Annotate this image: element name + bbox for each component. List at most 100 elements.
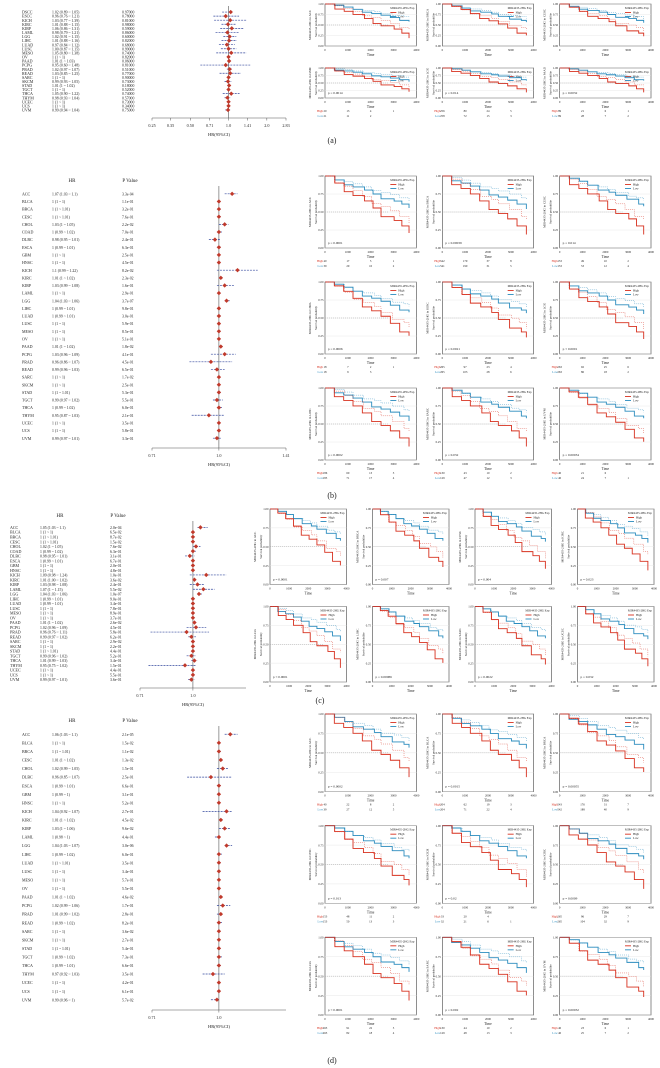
km-risk-high: 40: [324, 803, 328, 807]
km-plot: 0.00 0.25 0.50 0.75 1.00 0 1000 2000 3000 4000 MIR…: [425, 712, 537, 811]
km-y-tick-label: 1.00: [436, 712, 442, 716]
forest-row-name: LGG: [22, 843, 30, 848]
km-risk-high: 44: [464, 1026, 468, 1030]
forest-hr-point: [190, 558, 196, 563]
km-y-axis-label: MIR4435-2HG in ACC: [308, 738, 312, 768]
km-y-tick-label: 0.75: [318, 192, 324, 196]
km-y-tick-label: 0.00: [553, 246, 559, 250]
panel-b: (b) HR P Value 0.71 1.0 1.41 HR(95%CI) ACC 1.07 …: [22, 174, 655, 500]
forest-row-p: 6.3e-01: [122, 246, 134, 250]
forest-row-p: 2.0e-01: [110, 564, 122, 568]
km-curve-high: [325, 936, 410, 1001]
km-p-value: p = 0.023: [581, 578, 594, 582]
km-y-tick-label: 0.00: [366, 583, 372, 587]
forest-row-p: 0.51000: [122, 68, 134, 72]
forest-row-name: PRAD: [22, 359, 33, 364]
km-legend-high: High: [329, 613, 336, 617]
forest-hr-point: [190, 644, 196, 649]
forest-row-p: 7.6e-02: [110, 545, 122, 549]
km-y-tick-label: 0.75: [571, 624, 577, 628]
km-risk-label-high: High: [434, 471, 441, 475]
forest-header-p: P Value: [110, 514, 126, 519]
km-x-tick-label: 1000: [580, 48, 587, 52]
km-risk-label-low: Low: [318, 370, 324, 374]
km-legend-title: MIR4435-2HG Exp: [625, 716, 650, 720]
km-risk-high: 179: [463, 259, 468, 263]
forest-row-name: UCS: [10, 672, 18, 677]
km-risk-low: 21: [324, 114, 328, 118]
km-legend-high: High: [633, 289, 640, 293]
km-legend-title: MIR4435-2HG Exp: [390, 716, 415, 720]
km-x-tick-label: 2000: [485, 794, 492, 798]
km-curve-low: [325, 825, 410, 859]
km-curve-low: [559, 67, 645, 81]
forest-row-name: READ: [22, 367, 33, 372]
km-y-tick-label: 0.25: [553, 89, 559, 93]
forest-row-p: 6.0e-01: [122, 406, 134, 410]
forest-hr-point: [216, 420, 222, 426]
forest-hr-point: [235, 267, 240, 273]
km-risk-label-low: Low: [435, 264, 441, 268]
km-y-axis-title: Survival probability: [549, 411, 553, 436]
km-legend-low: Low: [431, 520, 437, 524]
km-y-tick-label: 0.00: [553, 96, 559, 100]
forest-row-ci: 1.05 (0.80 ~ 1.38): [52, 51, 80, 55]
km-risk-low: 265: [440, 370, 445, 374]
km-legend-low: Low: [534, 520, 540, 524]
km-risk-high: 22: [369, 1026, 373, 1030]
forest-row-p: 1.5e-01: [122, 767, 134, 771]
forest-row-ci: 0.96 (0.76 ~ 1.21): [52, 15, 80, 19]
km-ci-high: [372, 508, 444, 558]
km-y-tick-label: 0.25: [318, 228, 324, 232]
km-legend-high: High: [398, 75, 405, 79]
km-y-tick-label: 0.25: [366, 564, 372, 568]
forest-hr-point: [216, 321, 222, 326]
km-curve-low: [325, 387, 410, 421]
forest-row-p: 5.4e-01: [122, 947, 134, 951]
km-x-tick-label: 0: [269, 684, 271, 688]
forest-row-ci: 0.99 (0.94 ~ 1.04): [52, 109, 80, 113]
km-risk-high: 8: [370, 803, 372, 807]
km-curve-high: [442, 713, 527, 778]
km-x-tick-label: 1000: [491, 684, 498, 688]
km-y-axis-title: Survival probability: [314, 411, 318, 436]
km-legend-title: MIR4435-2HG Exp: [390, 390, 415, 394]
forest-row-name: KICH: [22, 268, 32, 273]
km-x-tick-label: 2000: [368, 356, 375, 360]
km-y-tick-label: 0.50: [436, 974, 442, 978]
panel-label: (b): [327, 491, 337, 500]
km-x-tick-label: 4000: [648, 356, 655, 360]
km-x-tick-label: 4000: [648, 1017, 655, 1021]
forest-header-hr: HR: [69, 179, 77, 184]
km-risk-low: 9: [627, 808, 629, 812]
km-risk-high: 176: [580, 803, 585, 807]
km-legend-high: High: [534, 613, 541, 617]
km-p-value: p = 0.02: [445, 896, 457, 900]
forest-row-name: KICH: [22, 18, 32, 23]
forest-hr-point: [206, 413, 212, 418]
km-legend-title: MIR4435-2HG Exp: [508, 6, 533, 10]
km-y-tick-label: 0.50: [553, 316, 559, 320]
km-x-tick-label: 3000: [324, 684, 331, 688]
forest-row-name: CESC: [22, 214, 32, 219]
km-legend-high: High: [398, 944, 405, 948]
forest-row-ci: 1 (1 ~ 1): [52, 322, 66, 326]
km-risk-low: 129: [440, 476, 445, 480]
km-risk-low: 2: [370, 114, 372, 118]
forest-row-ci: 0.96 (0.86 ~ 1.07): [52, 360, 80, 364]
km-x-tick-label: 0: [559, 905, 561, 909]
km-risk-low: 1: [510, 919, 512, 923]
forest-row-ci: 1 (1 ~ 1): [52, 981, 66, 985]
km-risk-high: 49: [581, 259, 585, 263]
km-ci-high: [372, 606, 444, 654]
forest-row-name: GBM: [10, 563, 20, 568]
km-ci-high: [325, 281, 410, 327]
forest-row-ci: 1 (1 ~ 1): [52, 383, 66, 387]
km-x-axis-label: Time: [305, 592, 313, 596]
km-y-axis-label: MIR4435-2HG in KICH: [425, 848, 429, 880]
forest-hr-point: [198, 525, 203, 530]
panel-label: (c): [316, 696, 325, 705]
km-risk-low: 32: [604, 919, 608, 923]
forest-row-p: 0.60000: [122, 35, 134, 39]
forest-row-ci: 1.01 (1 ~ 1.02): [40, 621, 63, 625]
